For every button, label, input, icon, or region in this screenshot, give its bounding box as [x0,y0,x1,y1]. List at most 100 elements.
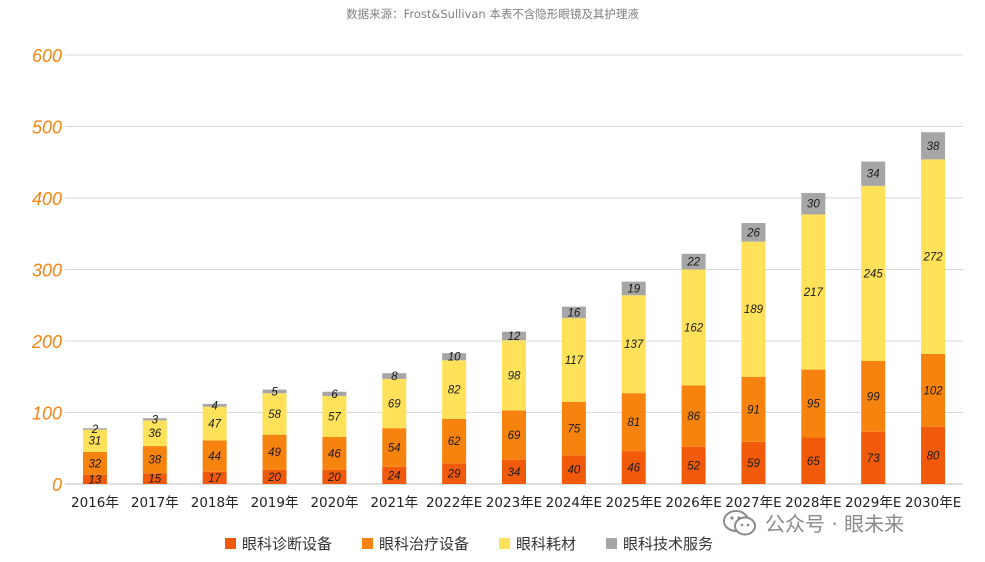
bar-segment [741,223,766,242]
data-label: 5 [271,386,278,398]
bar-segment [681,385,706,447]
bar-segment [502,331,526,341]
data-label: 217 [803,287,824,299]
bar-segment [82,451,107,475]
x-tick-label: 2022年E [426,495,482,511]
data-label: 52 [687,460,700,472]
y-tick-label: 200 [31,332,62,352]
data-label: 86 [687,411,700,423]
data-label: 44 [208,451,221,463]
bar-segment [741,241,766,377]
bar-segment [322,436,347,470]
legend-swatch [362,538,374,549]
bar-segment [621,281,646,296]
data-label: 49 [268,447,281,459]
data-label: 46 [328,448,341,460]
data-label: 13 [89,474,102,486]
data-label: 34 [508,467,521,479]
data-label: 75 [567,424,580,436]
bar-segment [741,441,766,484]
bar-segment [382,373,407,379]
bar-segment [442,360,467,419]
legend-item-treatment: 眼科治疗设备 [362,533,469,554]
data-label: 32 [89,458,102,470]
legend-swatch [225,538,236,549]
bar-segment [621,451,646,484]
data-label: 31 [89,436,102,448]
x-tick-label: 2019年 [251,495,299,511]
legend-item-diagnosis: 眼科诊断设备 [225,533,332,554]
y-tick-label: 500 [32,118,62,138]
watermark-text: 公众号 · 眼未来 [765,512,905,536]
x-tick-label: 2020年 [310,495,358,511]
data-label: 65 [807,456,820,468]
bar-segment [262,393,287,435]
data-label: 46 [627,463,640,475]
bar-segment [861,361,886,432]
data-label: 15 [148,474,161,486]
data-label: 54 [388,443,401,455]
bar-segment [561,306,586,319]
data-label: 40 [567,465,580,477]
x-tick-label: 2026年E [665,495,721,511]
data-label: 59 [747,458,760,470]
stacked-bar-chart: 0 100 200 300 400 500 600 13 32 312 2016年 15 38 36 3 20… [31,46,963,511]
data-label: 29 [447,469,461,481]
bar-segment [142,473,167,484]
data-label: 272 [922,252,943,264]
y-tick-label: 300 [32,261,62,281]
bar-segment [561,455,586,484]
data-label: 16 [567,307,580,319]
data-label: 19 [627,283,640,295]
bar-segment [202,403,227,407]
y-tick-label: 600 [32,46,62,66]
data-label: 10 [448,352,461,364]
x-tick-label: 2025年E [606,495,662,511]
data-label: 69 [508,430,521,442]
bar-segment [142,420,167,447]
bar-segment [561,318,586,402]
data-label: 57 [328,411,341,423]
bar-segment [262,389,287,394]
bar-segment [262,434,287,470]
legend-item-services: 眼科技术服务 [606,533,713,554]
bar-segment [322,469,347,484]
legend-swatch [606,538,618,549]
data-label: 34 [867,169,880,181]
bar-segment [382,378,407,429]
x-tick-label: 2029年E [845,495,901,511]
bar-segment [142,446,167,474]
data-label: 69 [388,399,401,411]
bar-segment [861,185,886,362]
bar-segment [621,295,646,394]
bar-segment [502,410,526,460]
y-tick-label: 0 [52,475,62,495]
data-label: 2 [91,424,99,436]
wechat-icon [723,509,756,535]
data-label: 102 [923,385,943,397]
bar-segment [442,463,467,484]
bar-segment [322,391,347,397]
watermark: 公众号 · 眼未来 [723,508,904,537]
data-label: 98 [508,370,521,382]
data-label: 81 [627,417,640,429]
legend-label: 眼科技术服务 [623,535,714,553]
data-label: 73 [867,453,880,465]
x-tick-label: 2030年E [905,495,961,511]
bar-segment [442,353,467,361]
data-label: 30 [807,199,820,211]
x-tick-label: 2016年 [71,495,119,511]
bar-segment [442,418,467,464]
bar-segment [82,429,107,452]
data-label: 189 [744,304,764,316]
bar-segment [322,396,347,437]
data-label: 80 [927,450,940,462]
bar-segment [142,418,167,421]
bar-segment [561,401,586,456]
legend-item-consumables: 眼科耗材 [499,533,576,554]
data-label: 26 [746,227,760,239]
bar-segment [382,466,407,484]
data-label: 82 [448,385,461,397]
bar-segment [921,132,946,160]
bar-segment [741,376,766,442]
